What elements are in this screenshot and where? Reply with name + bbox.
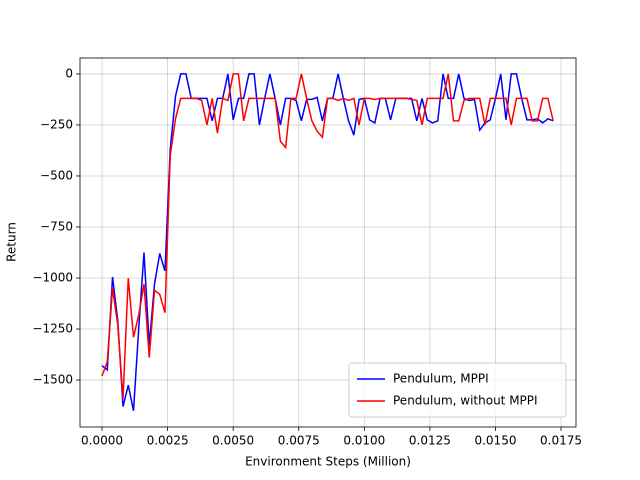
x-tick-label: 0.0000 xyxy=(81,434,123,448)
y-axis-label: Return xyxy=(5,222,19,262)
x-tick-label: 0.0175 xyxy=(540,434,582,448)
y-tick-label: −1250 xyxy=(32,322,73,336)
y-tick-label: −750 xyxy=(40,219,73,233)
legend: Pendulum, MPPI Pendulum, without MPPI xyxy=(348,362,567,418)
x-tick-label: 0.0150 xyxy=(474,434,516,448)
x-tick-label: 0.0125 xyxy=(409,434,451,448)
y-tick-label: −250 xyxy=(40,117,73,131)
x-tick-label: 0.0025 xyxy=(147,434,189,448)
legend-label: Pendulum, MPPI xyxy=(393,372,489,386)
y-tick-label: 0 xyxy=(65,66,73,80)
y-tick-label: −1500 xyxy=(32,373,73,387)
series-line xyxy=(101,73,554,399)
legend-label: Pendulum, without MPPI xyxy=(393,394,538,408)
y-tick-label: −1000 xyxy=(32,271,73,285)
x-tick-label: 0.0075 xyxy=(278,434,320,448)
legend-box xyxy=(348,362,567,418)
y-tick-label: −500 xyxy=(40,168,73,182)
plot-frame xyxy=(79,57,577,428)
x-axis-label: Environment Steps (Million) xyxy=(245,455,411,469)
x-tick-label: 0.0050 xyxy=(212,434,254,448)
x-tick-label: 0.0100 xyxy=(343,434,385,448)
